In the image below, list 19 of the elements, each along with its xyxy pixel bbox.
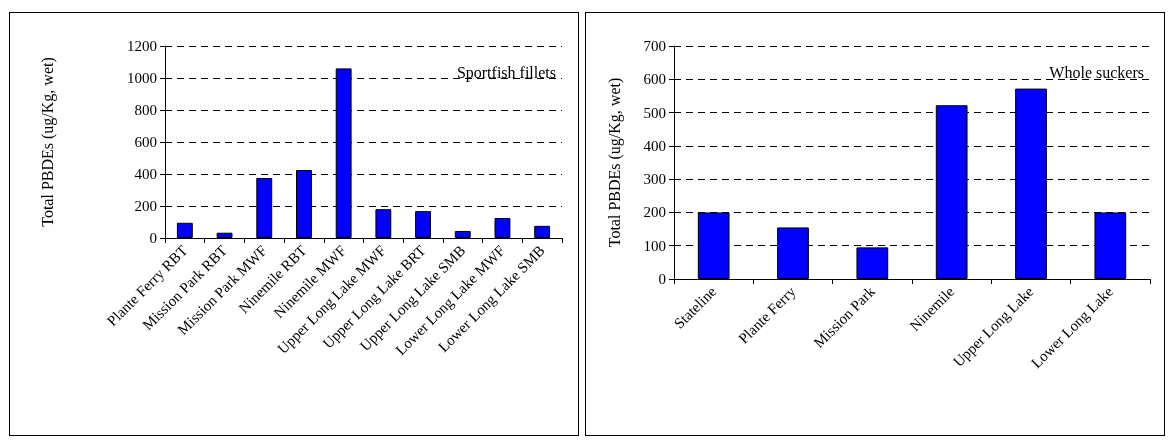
y-tick-label: 500: [643, 104, 666, 121]
y-tick-label: 300: [643, 171, 666, 188]
y-tick-label: 600: [643, 71, 666, 88]
y-tick-label: 700: [643, 38, 666, 54]
y-axis-title: Total PBDEs (ug/Kg, wet): [605, 77, 624, 248]
y-tick-label: 0: [149, 230, 157, 246]
y-tick-label: 400: [134, 166, 157, 182]
annotation: Sportfish fillets: [456, 63, 556, 82]
y-tick-label: 1000: [127, 70, 157, 86]
y-tick-label: 800: [134, 102, 157, 118]
y-tick-label: 0: [658, 271, 666, 287]
y-tick-label: 600: [134, 134, 157, 150]
y-tick-label: 200: [643, 204, 666, 221]
y-tick-label: 100: [643, 237, 666, 254]
y-tick-label: 1200: [127, 38, 157, 54]
y-tick-label: 200: [134, 198, 157, 214]
annotation: Whole suckers: [1049, 63, 1145, 81]
y-axis-title: Total PBDEs (ug/Kg, wet): [38, 57, 57, 227]
y-tick-label: 400: [643, 137, 666, 154]
